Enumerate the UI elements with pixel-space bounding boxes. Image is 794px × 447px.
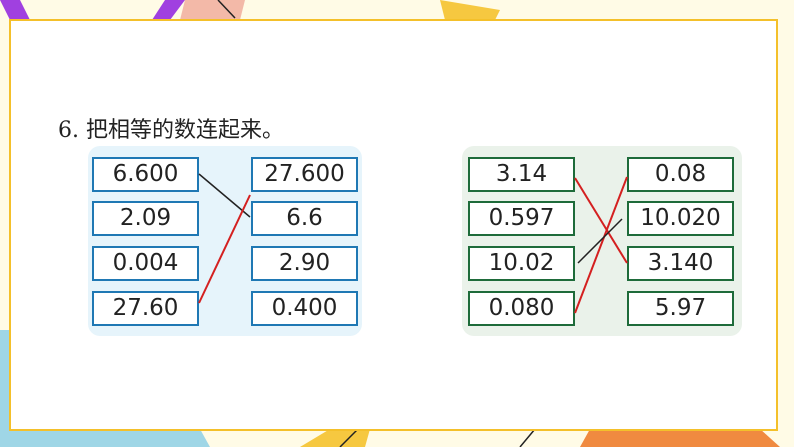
line-10.02-10.020 (577, 218, 623, 264)
left-group-right-box: 6.6 (251, 201, 358, 236)
right-group-right-box: 3.140 (627, 246, 734, 281)
left-group-left-box: 6.600 (92, 157, 199, 192)
line-6.600-6.6 (198, 173, 251, 218)
line-27.60-27.600 (198, 194, 251, 304)
left-group-left-box: 2.09 (92, 201, 199, 236)
right-group-right-box: 10.020 (627, 201, 734, 236)
left-group-right-box: 27.600 (251, 157, 358, 192)
question-title: 6. 把相等的数连起来。 (58, 118, 284, 143)
line-3.14-3.140 (574, 177, 628, 264)
left-group-left-box: 27.60 (92, 291, 199, 326)
left-group-right-box: 2.90 (251, 246, 358, 281)
right-group-right-box: 0.08 (627, 157, 734, 192)
line-0.080-0.08 (574, 176, 628, 314)
right-group-left-box: 0.597 (468, 201, 575, 236)
left-group-right-box: 0.400 (251, 291, 358, 326)
right-group-left-box: 0.080 (468, 291, 575, 326)
right-group-right-box: 5.97 (627, 291, 734, 326)
left-group-left-box: 0.004 (92, 246, 199, 281)
right-group-left-box: 3.14 (468, 157, 575, 192)
right-group-left-box: 10.02 (468, 246, 575, 281)
